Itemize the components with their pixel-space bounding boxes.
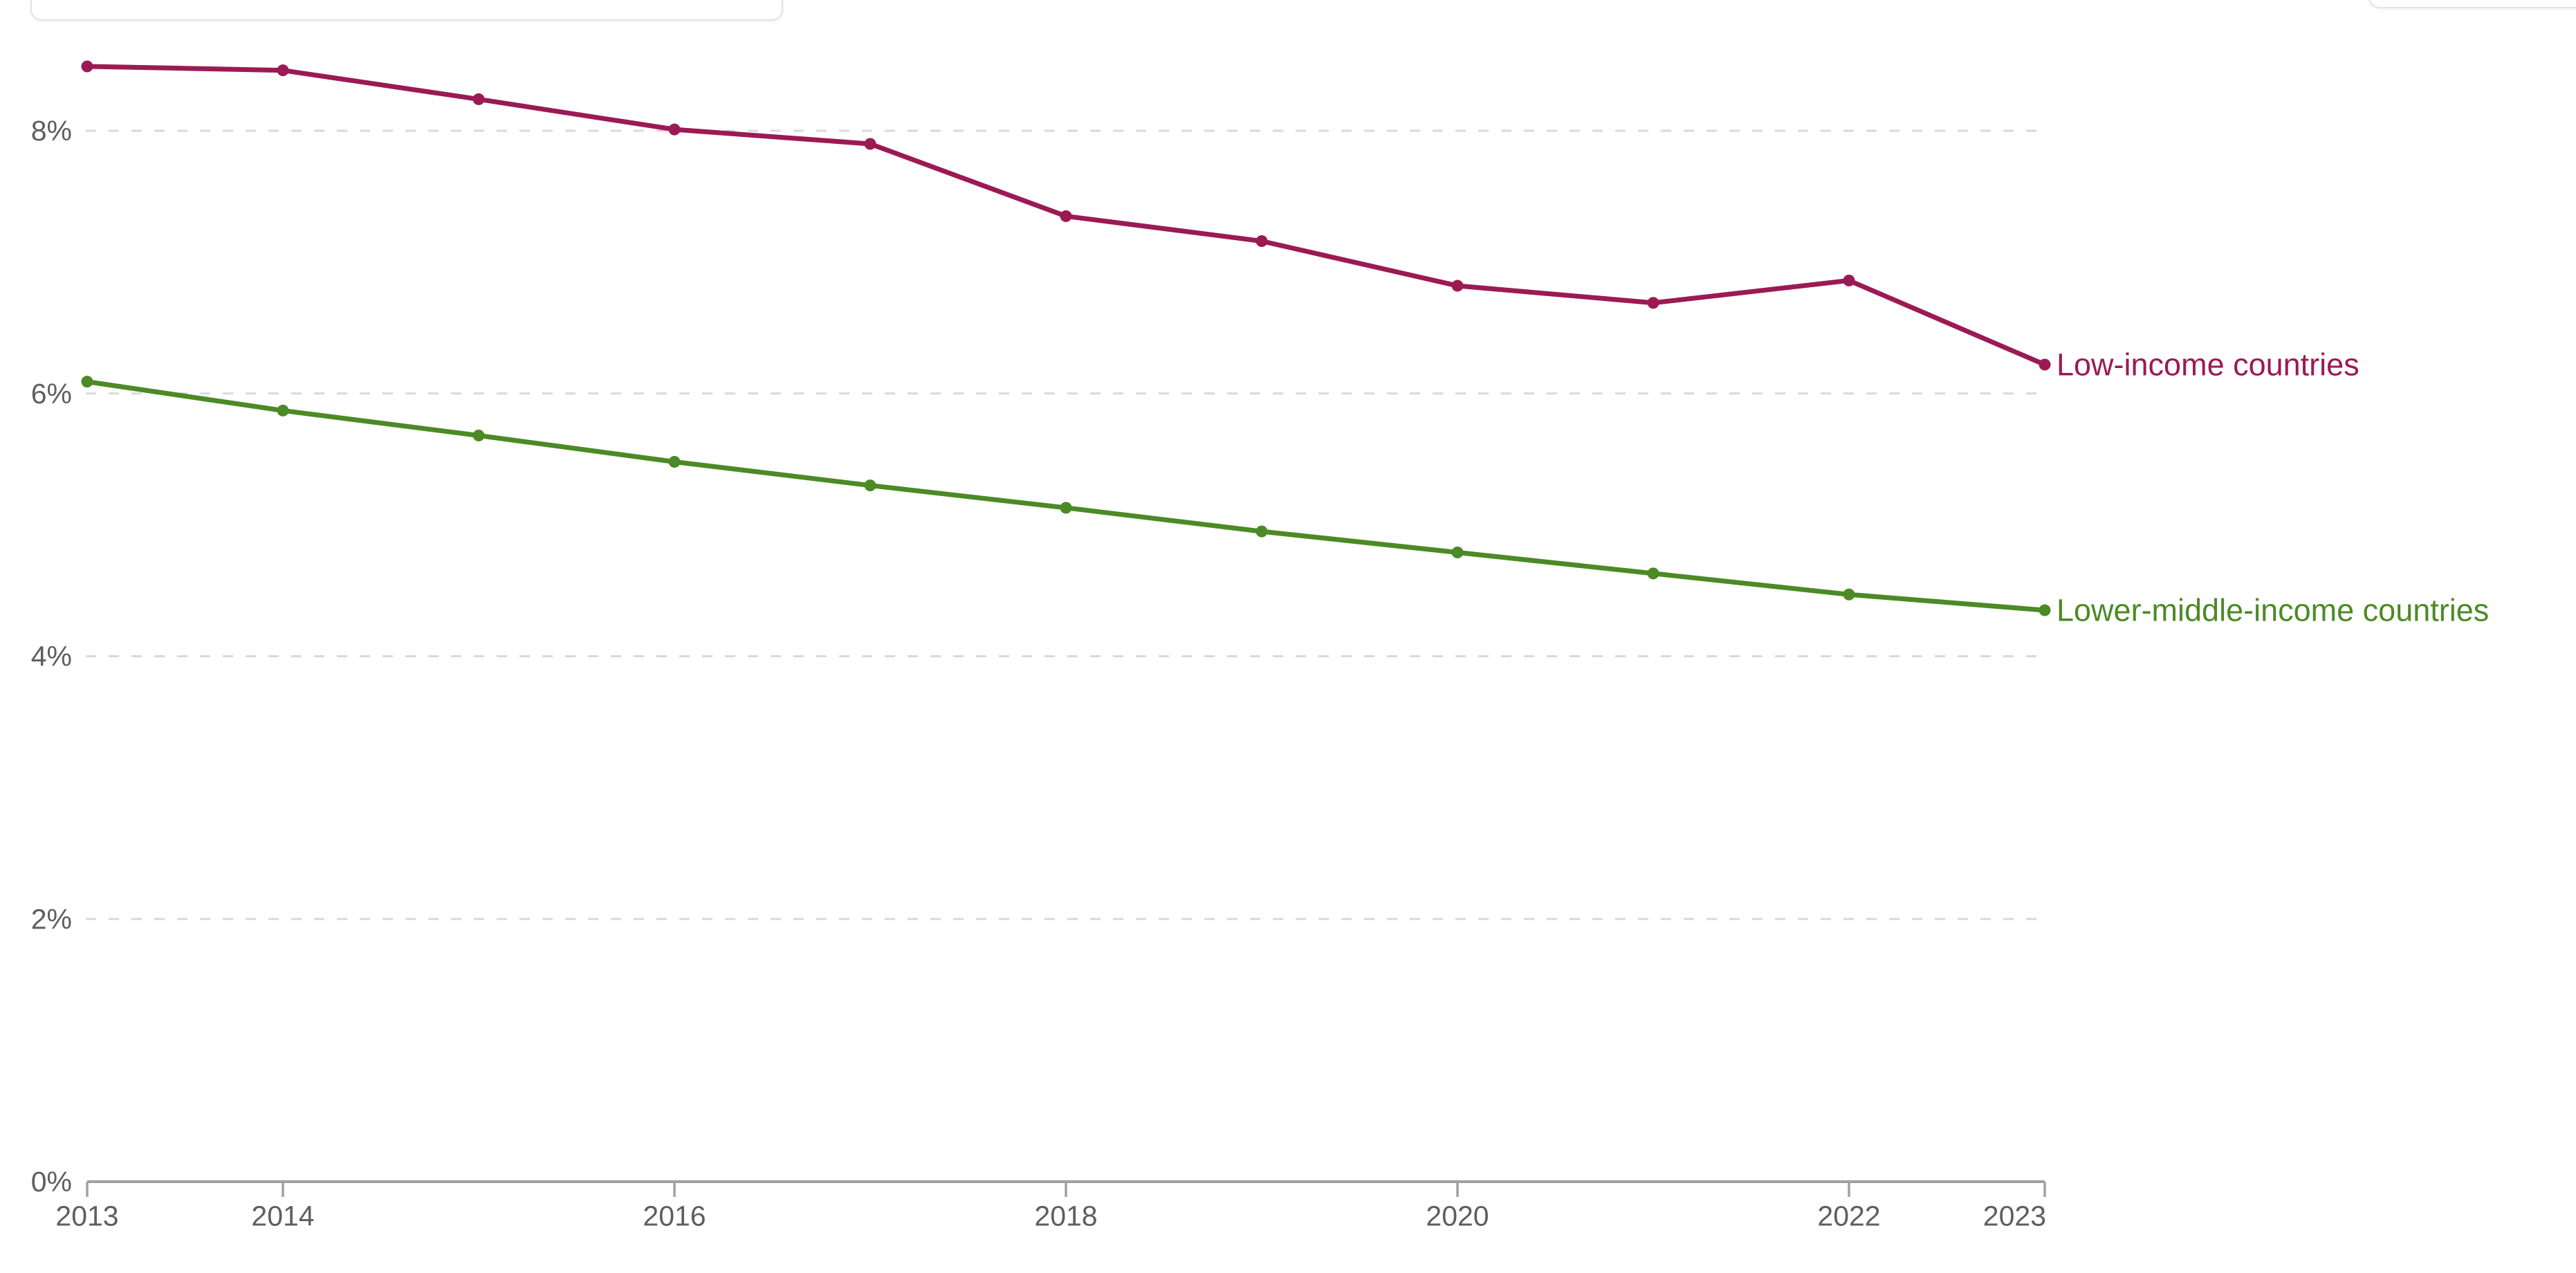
data-point-marker-low-income-countries[interactable] [1451,280,1464,292]
data-point-marker-lower-middle-income-countries[interactable] [2039,604,2051,616]
data-point-marker-low-income-countries[interactable] [668,123,681,136]
x-axis-tick-label: 2023 [1983,1200,2046,1232]
y-axis-tick-label: 4% [31,641,72,672]
x-axis-tick-label: 2020 [1426,1200,1489,1232]
x-axis-tick-label: 2018 [1034,1200,1097,1232]
y-axis-tick-label: 8% [31,115,72,147]
data-point-marker-low-income-countries[interactable] [1843,274,1855,286]
x-axis-tick-label: 2014 [251,1200,314,1232]
data-point-marker-lower-middle-income-countries[interactable] [1255,525,1268,538]
data-point-marker-low-income-countries[interactable] [81,60,93,73]
y-axis-tick-label: 0% [31,1166,72,1198]
data-point-marker-low-income-countries[interactable] [1255,235,1268,247]
data-point-marker-low-income-countries[interactable] [472,93,485,105]
data-point-marker-low-income-countries[interactable] [1647,297,1659,309]
cropped-toolbar-panel-left[interactable] [30,0,783,21]
cropped-toolbar-panel-right[interactable] [2368,0,2576,8]
data-point-marker-low-income-countries[interactable] [2039,358,2051,371]
data-point-marker-low-income-countries[interactable] [1060,210,1072,222]
data-point-marker-lower-middle-income-countries[interactable] [472,430,485,442]
x-axis-tick-label: 2013 [55,1200,118,1232]
data-point-marker-lower-middle-income-countries[interactable] [668,455,681,468]
data-point-marker-lower-middle-income-countries[interactable] [1647,567,1659,580]
series-end-label-lower-middle-income-countries[interactable]: Lower-middle-income countries [2057,593,2489,628]
x-axis-tick-label: 2022 [1817,1200,1880,1232]
series-end-label-low-income-countries[interactable]: Low-income countries [2057,347,2359,382]
data-point-marker-lower-middle-income-countries[interactable] [1843,588,1855,601]
y-axis-tick-label: 2% [31,903,72,935]
data-point-marker-lower-middle-income-countries[interactable] [81,376,93,388]
data-point-marker-lower-middle-income-countries[interactable] [1451,546,1464,558]
y-axis-tick-label: 6% [31,378,72,410]
data-point-marker-low-income-countries[interactable] [864,138,876,150]
x-axis-tick-label: 2016 [643,1200,706,1232]
data-point-marker-lower-middle-income-countries[interactable] [277,404,289,416]
series-line-lower-middle-income-countries[interactable] [84,379,2048,613]
data-point-marker-lower-middle-income-countries[interactable] [1060,502,1072,514]
data-point-marker-low-income-countries[interactable] [277,64,289,77]
data-point-marker-lower-middle-income-countries[interactable] [864,479,876,492]
